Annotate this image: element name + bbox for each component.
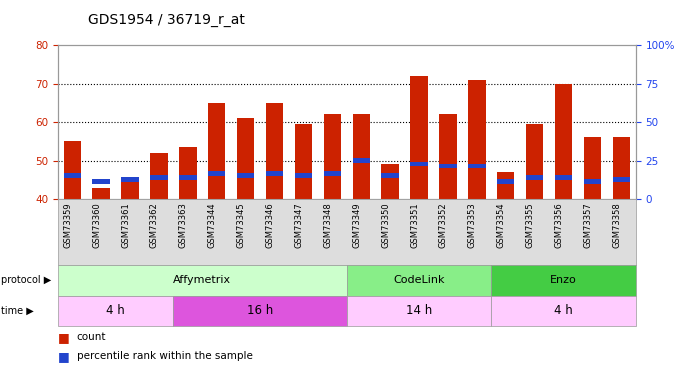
Bar	[324, 171, 341, 176]
Bar	[381, 173, 398, 178]
Text: GSM73352: GSM73352	[439, 202, 448, 248]
Bar	[411, 76, 428, 199]
Bar	[584, 179, 601, 184]
Bar	[150, 153, 168, 199]
Bar	[180, 175, 197, 180]
Bar	[584, 138, 601, 199]
Text: GSM73344: GSM73344	[208, 202, 217, 248]
Bar	[92, 188, 110, 199]
Bar	[266, 171, 284, 176]
Text: Enzo: Enzo	[550, 275, 577, 285]
Bar	[208, 171, 226, 176]
Text: GSM73357: GSM73357	[583, 202, 592, 248]
Bar	[324, 114, 341, 199]
Text: protocol ▶: protocol ▶	[1, 275, 51, 285]
Text: Affymetrix: Affymetrix	[173, 275, 231, 285]
Text: GSM73355: GSM73355	[526, 202, 534, 248]
Bar	[64, 141, 81, 199]
Bar	[237, 173, 254, 178]
Text: GSM73348: GSM73348	[324, 202, 333, 248]
Text: 16 h: 16 h	[247, 304, 273, 317]
Bar	[122, 177, 139, 182]
Text: GSM73354: GSM73354	[497, 202, 506, 248]
Text: GSM73359: GSM73359	[63, 202, 72, 248]
Text: GSM73349: GSM73349	[352, 202, 361, 248]
Bar	[122, 178, 139, 199]
Text: GSM73361: GSM73361	[121, 202, 130, 248]
Bar	[411, 162, 428, 166]
Bar	[613, 177, 630, 182]
Text: GDS1954 / 36719_r_at: GDS1954 / 36719_r_at	[88, 13, 245, 27]
Bar	[469, 80, 486, 199]
Bar	[180, 147, 197, 199]
Text: 4 h: 4 h	[554, 304, 573, 317]
Bar	[92, 179, 110, 184]
Text: percentile rank within the sample: percentile rank within the sample	[77, 351, 253, 361]
Bar	[439, 114, 457, 199]
Text: GSM73360: GSM73360	[92, 202, 101, 248]
Bar	[64, 173, 81, 178]
Bar	[555, 175, 573, 180]
Text: GSM73346: GSM73346	[266, 202, 275, 248]
Bar	[497, 179, 515, 184]
Bar	[295, 124, 312, 199]
Text: ■: ■	[58, 331, 69, 344]
Bar	[353, 114, 370, 199]
Text: GSM73351: GSM73351	[410, 202, 419, 248]
Bar	[555, 84, 573, 199]
Text: GSM73350: GSM73350	[381, 202, 390, 248]
Text: GSM73362: GSM73362	[150, 202, 159, 248]
Text: time ▶: time ▶	[1, 306, 33, 316]
Text: count: count	[77, 333, 106, 342]
Bar	[150, 175, 168, 180]
Text: GSM73345: GSM73345	[237, 202, 245, 248]
Text: GSM73356: GSM73356	[555, 202, 564, 248]
Text: GSM73353: GSM73353	[468, 202, 477, 248]
Bar	[497, 172, 515, 199]
Text: ■: ■	[58, 350, 69, 363]
Text: GSM73347: GSM73347	[294, 202, 303, 248]
Bar	[237, 118, 254, 199]
Text: CodeLink: CodeLink	[393, 275, 445, 285]
Bar	[613, 138, 630, 199]
Bar	[208, 103, 226, 199]
Bar	[381, 165, 398, 199]
Text: GSM73358: GSM73358	[613, 202, 622, 248]
Bar	[439, 164, 457, 168]
Text: GSM73363: GSM73363	[179, 202, 188, 248]
Bar	[266, 103, 284, 199]
Bar	[526, 124, 543, 199]
Text: 4 h: 4 h	[106, 304, 125, 317]
Bar	[295, 173, 312, 178]
Bar	[353, 158, 370, 162]
Bar	[469, 164, 486, 168]
Bar	[526, 175, 543, 180]
Text: 14 h: 14 h	[406, 304, 432, 317]
